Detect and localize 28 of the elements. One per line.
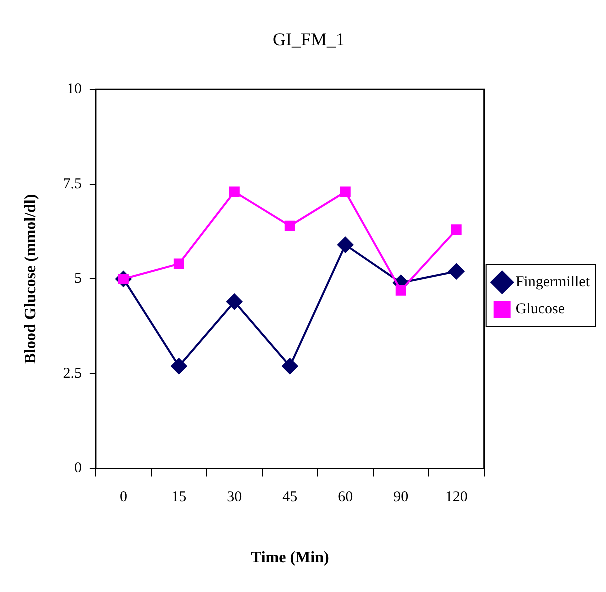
y-axis-title: Blood Glucose (mmol/dl) xyxy=(22,194,40,364)
x-tick-label: 120 xyxy=(445,490,468,506)
point xyxy=(448,264,465,280)
chart-title: GI_FM_1 xyxy=(272,30,346,50)
legend-label: Glucose xyxy=(516,301,566,318)
x-tick-label: 0 xyxy=(120,490,128,506)
point xyxy=(396,285,406,296)
point xyxy=(226,294,243,310)
x-tick-label: 30 xyxy=(227,490,242,506)
point xyxy=(284,220,296,232)
point xyxy=(174,258,184,270)
y-tick-label: 0 xyxy=(74,460,82,477)
x-tick-label: 15 xyxy=(172,490,187,506)
y-tick-label: 10 xyxy=(66,82,82,98)
y-tick-label: 2.5 xyxy=(63,366,82,382)
point xyxy=(229,186,240,198)
y-tick-label: 5 xyxy=(74,271,82,288)
y-tick-label: 7.5 xyxy=(63,176,82,192)
x-tick-label: 45 xyxy=(282,490,298,506)
x-axis-title: Time (Min) xyxy=(250,550,330,567)
point xyxy=(338,237,354,254)
point xyxy=(340,186,351,198)
point xyxy=(171,358,188,374)
x-tick-label: 90 xyxy=(394,490,409,506)
point xyxy=(451,224,462,236)
x-tick-label: 60 xyxy=(338,490,354,506)
point xyxy=(282,358,298,374)
legend-label: Fingermillet xyxy=(516,274,591,290)
